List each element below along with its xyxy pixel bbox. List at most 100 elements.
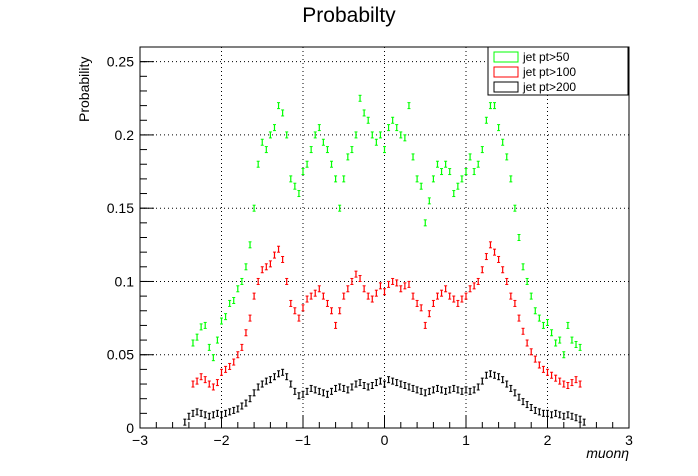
data-point: [554, 374, 558, 382]
data-point: [224, 365, 228, 373]
data-point: [529, 348, 533, 356]
data-point: [570, 379, 574, 387]
data-point: [330, 307, 334, 315]
data-point: [558, 377, 562, 385]
data-point: [476, 160, 480, 168]
data-point: [391, 116, 395, 124]
data-point: [423, 389, 427, 397]
data-point: [313, 131, 317, 139]
data-point: [358, 94, 362, 102]
data-point: [317, 387, 321, 395]
data-point: [546, 368, 549, 376]
data-point: [285, 373, 289, 381]
data-point: [537, 314, 541, 322]
data-point: [452, 295, 456, 303]
data-point: [468, 285, 472, 293]
data-point: [509, 292, 513, 300]
data-point: [183, 418, 187, 426]
data-point: [370, 382, 374, 390]
data-point: [550, 329, 554, 337]
y-tick-label: 0.2: [115, 127, 135, 143]
data-point: [517, 393, 521, 401]
grid-lines: [140, 47, 629, 428]
data-point: [378, 282, 382, 290]
data-point: [203, 321, 207, 329]
data-point: [260, 266, 264, 274]
data-point: [199, 373, 203, 381]
data-point: [370, 131, 374, 139]
data-point: [268, 376, 272, 384]
data-point: [252, 204, 256, 212]
data-point: [480, 266, 484, 274]
data-point: [440, 386, 444, 394]
data-point: [468, 387, 472, 395]
data-point: [264, 263, 268, 271]
data-point: [346, 153, 350, 161]
data-point: [431, 386, 435, 394]
data-point: [285, 131, 289, 139]
legend-swatch: [493, 81, 519, 93]
data-point: [281, 368, 285, 376]
data-point: [407, 383, 411, 391]
legend-label: jet pt>200: [522, 80, 576, 94]
data-point: [558, 336, 562, 344]
data-point: [281, 109, 285, 117]
data-point: [533, 406, 537, 414]
data-point: [334, 321, 338, 329]
data-point: [248, 241, 252, 249]
data-point: [293, 182, 297, 190]
data-point: [330, 160, 334, 168]
data-point: [378, 131, 382, 139]
data-point: [431, 175, 435, 183]
legend-label: jet pt>100: [522, 65, 576, 79]
data-point: [342, 384, 346, 392]
data-point: [525, 277, 529, 285]
data-point: [448, 386, 452, 394]
data-point: [476, 277, 480, 285]
data-point: [403, 382, 407, 390]
axis-ticks: [139, 46, 630, 429]
data-point: [574, 414, 578, 422]
data-point: [407, 280, 411, 288]
data-point: [501, 266, 505, 274]
data-point: [484, 116, 488, 124]
data-point: [309, 292, 313, 300]
data-point: [517, 314, 521, 322]
data-point: [391, 277, 395, 285]
data-point: [293, 307, 297, 315]
data-point: [395, 279, 399, 287]
data-point: [505, 277, 509, 285]
data-point: [252, 389, 256, 397]
data-point: [317, 285, 321, 293]
data-point: [236, 285, 240, 293]
data-point: [289, 380, 293, 388]
data-point: [334, 175, 338, 183]
data-point: [452, 190, 456, 198]
data-point: [435, 384, 439, 392]
data-point: [289, 299, 293, 307]
data-point: [191, 409, 195, 417]
legend-entry: jet pt>100: [493, 65, 576, 79]
data-point: [529, 292, 533, 300]
data-point: [240, 343, 244, 351]
data-point: [342, 292, 346, 300]
data-point: [399, 131, 403, 139]
data-point: [435, 160, 439, 168]
data-point: [501, 138, 505, 146]
y-tick-label: 0.1: [115, 273, 135, 289]
data-points: [183, 94, 586, 426]
legend-swatch: [493, 51, 519, 63]
data-point: [574, 376, 578, 384]
data-point: [423, 321, 427, 329]
data-point: [252, 292, 256, 300]
data-point: [541, 365, 545, 373]
data-point: [546, 318, 549, 326]
data-point: [415, 386, 419, 394]
data-point: [513, 299, 517, 307]
data-point: [244, 329, 248, 337]
data-point: [407, 102, 411, 110]
data-point: [317, 124, 321, 132]
data-point: [244, 263, 248, 271]
